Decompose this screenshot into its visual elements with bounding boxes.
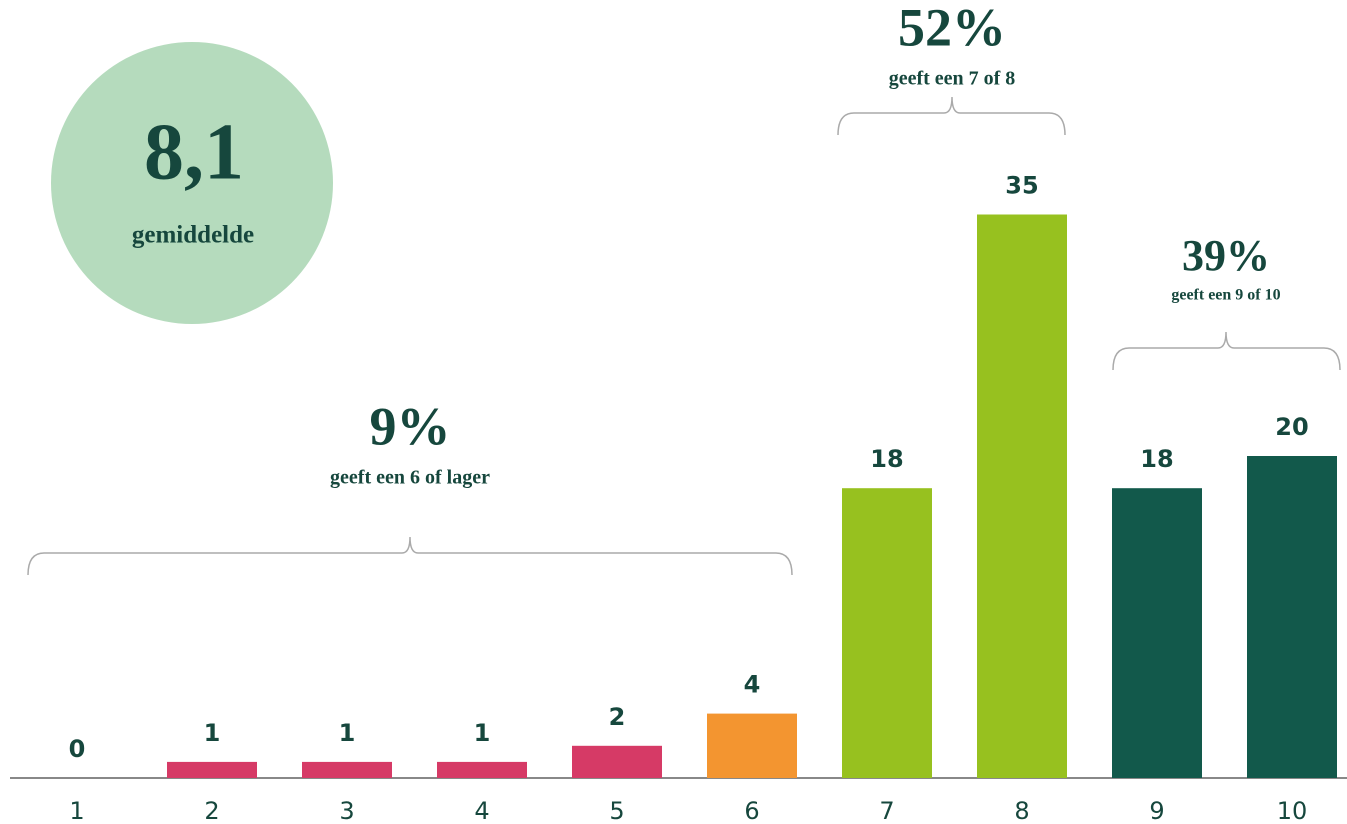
group-percent: 9% bbox=[370, 396, 451, 456]
bar bbox=[572, 745, 662, 778]
x-tick-label: 10 bbox=[1277, 797, 1308, 824]
bracket bbox=[837, 96, 1066, 136]
value-label: 18 bbox=[870, 445, 903, 473]
group-percent: 52% bbox=[898, 0, 1006, 57]
group-label: geeft een 6 of lager bbox=[330, 467, 490, 489]
x-tick-label: 5 bbox=[609, 797, 624, 824]
x-tick-label: 9 bbox=[1149, 797, 1164, 824]
x-tick-label: 7 bbox=[879, 797, 894, 824]
group-percent: 39% bbox=[1182, 231, 1270, 280]
bar bbox=[1112, 488, 1202, 778]
average-circle bbox=[51, 42, 333, 324]
x-tick-label: 4 bbox=[474, 797, 489, 824]
average-label: gemiddelde bbox=[132, 222, 254, 249]
bar bbox=[437, 761, 527, 778]
bar bbox=[707, 713, 797, 778]
x-tick-label: 1 bbox=[69, 797, 84, 824]
value-label: 20 bbox=[1275, 413, 1308, 441]
value-label: 0 bbox=[69, 735, 86, 763]
x-tick-label: 6 bbox=[744, 797, 759, 824]
x-tick-label: 8 bbox=[1014, 797, 1029, 824]
group-label: geeft een 9 of 10 bbox=[1171, 287, 1280, 304]
value-label: 1 bbox=[339, 719, 356, 747]
bar bbox=[977, 214, 1067, 778]
average-value: 8,1 bbox=[144, 108, 244, 196]
x-tick-label: 2 bbox=[204, 797, 219, 824]
value-label: 18 bbox=[1140, 445, 1173, 473]
value-label: 1 bbox=[474, 719, 491, 747]
bracket bbox=[27, 536, 793, 576]
group-label: geeft een 7 of 8 bbox=[889, 68, 1016, 90]
bar bbox=[167, 761, 257, 778]
value-label: 1 bbox=[204, 719, 221, 747]
bar bbox=[1247, 456, 1337, 778]
bar bbox=[842, 488, 932, 778]
value-label: 4 bbox=[744, 671, 761, 699]
bar bbox=[302, 761, 392, 778]
value-label: 2 bbox=[609, 703, 626, 731]
bracket bbox=[1112, 331, 1341, 371]
value-label: 35 bbox=[1005, 172, 1038, 200]
x-tick-label: 3 bbox=[339, 797, 354, 824]
